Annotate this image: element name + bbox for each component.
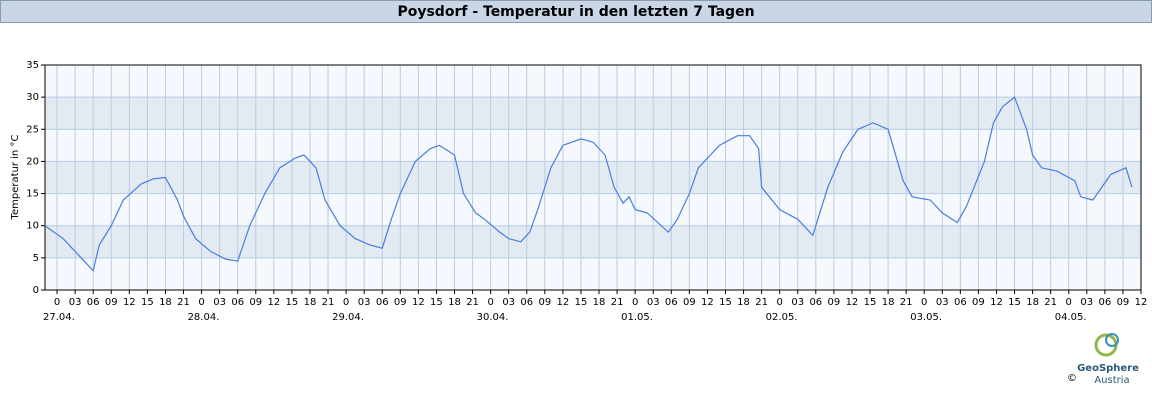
x-tick-label: 0 <box>487 297 493 308</box>
x-tick-label: 0 <box>921 297 927 308</box>
x-tick-label: 15 <box>141 297 154 308</box>
x-tick-label: 18 <box>304 297 317 308</box>
x-tick-label: 18 <box>448 297 461 308</box>
date-label: 27.04. <box>43 312 75 323</box>
date-label: 02.05. <box>766 312 798 323</box>
x-tick-label: 0 <box>776 297 782 308</box>
x-tick-label: 09 <box>249 297 262 308</box>
x-tick-label: 0 <box>198 297 204 308</box>
x-tick-label: 03 <box>358 297 371 308</box>
x-tick-label: 15 <box>719 297 732 308</box>
temperature-line <box>44 96 1133 272</box>
x-tick-label: 03 <box>936 297 949 308</box>
x-tick-label: 12 <box>990 297 1003 308</box>
plot-border <box>44 64 1142 291</box>
x-tick-label: 09 <box>828 297 841 308</box>
x-tick-label: 09 <box>538 297 551 308</box>
y-tick-label: 15 <box>26 189 39 200</box>
x-tick-label: 12 <box>1135 297 1148 308</box>
x-tick-label: 03 <box>791 297 804 308</box>
x-tick-label: 18 <box>737 297 750 308</box>
y-tick-label: 35 <box>26 60 39 71</box>
x-tick-label: 12 <box>557 297 570 308</box>
x-tick-label: 21 <box>611 297 624 308</box>
x-tick-label: 09 <box>683 297 696 308</box>
date-label: 28.04. <box>188 312 220 323</box>
x-tick-label: 0 <box>632 297 638 308</box>
x-tick-label: 03 <box>502 297 515 308</box>
grid-band <box>45 225 1141 258</box>
y-tick-label: 0 <box>33 285 39 296</box>
x-tick-label: 0 <box>343 297 349 308</box>
x-tick-label: 06 <box>665 297 678 308</box>
x-tick-label: 0 <box>1066 297 1072 308</box>
logo-name: GeoSphere <box>1077 363 1139 374</box>
x-tick-label: 21 <box>322 297 335 308</box>
x-tick-label: 09 <box>105 297 118 308</box>
date-label: 01.05. <box>621 312 653 323</box>
x-tick-label: 09 <box>394 297 407 308</box>
logo-sub: Austria <box>1094 375 1129 386</box>
x-tick-label: 06 <box>231 297 244 308</box>
logo-icon <box>1105 333 1119 347</box>
x-tick-label: 09 <box>1117 297 1130 308</box>
x-tick-label: 12 <box>267 297 280 308</box>
x-tick-label: 03 <box>69 297 82 308</box>
x-tick-label: 21 <box>466 297 479 308</box>
x-tick-label: 18 <box>159 297 172 308</box>
y-tick-label: 20 <box>26 156 39 167</box>
x-tick-label: 15 <box>286 297 299 308</box>
x-tick-label: 12 <box>123 297 136 308</box>
x-tick-label: 12 <box>701 297 714 308</box>
x-tick-label: 18 <box>593 297 606 308</box>
x-tick-label: 15 <box>1008 297 1021 308</box>
x-tick-label: 18 <box>882 297 895 308</box>
x-tick-label: 18 <box>1026 297 1039 308</box>
x-tick-label: 06 <box>87 297 100 308</box>
x-tick-label: 03 <box>647 297 660 308</box>
y-tick-label: 30 <box>26 92 39 103</box>
x-tick-label: 15 <box>575 297 588 308</box>
x-tick-label: 21 <box>755 297 768 308</box>
x-tick-label: 06 <box>376 297 389 308</box>
chart-title: Poysdorf - Temperatur in den letzten 7 T… <box>397 4 754 20</box>
x-tick-label: 12 <box>412 297 425 308</box>
date-label: 04.05. <box>1055 312 1087 323</box>
date-label: 30.04. <box>477 312 509 323</box>
x-tick-label: 21 <box>1044 297 1057 308</box>
logo: GeoSphere Austria © <box>1067 333 1139 386</box>
x-tick-label: 0 <box>54 297 60 308</box>
y-tick-label: 5 <box>33 253 39 264</box>
grid-band <box>45 161 1141 194</box>
x-tick-label: 09 <box>972 297 985 308</box>
copyright: © <box>1067 373 1077 384</box>
x-tick-label: 12 <box>846 297 859 308</box>
date-label: 03.05. <box>910 312 942 323</box>
x-tick-label: 06 <box>809 297 822 308</box>
x-tick-label: 15 <box>430 297 443 308</box>
x-tick-label: 06 <box>1099 297 1112 308</box>
x-tick-label: 21 <box>177 297 190 308</box>
grid-band <box>45 97 1141 130</box>
x-tick-label: 03 <box>1080 297 1093 308</box>
x-tick-label: 03 <box>213 297 226 308</box>
y-tick-label: 10 <box>26 221 39 232</box>
x-tick-label: 06 <box>520 297 533 308</box>
x-tick-label: 15 <box>864 297 877 308</box>
date-label: 29.04. <box>332 312 364 323</box>
x-tick-label: 06 <box>954 297 967 308</box>
y-tick-label: 25 <box>26 124 39 135</box>
x-tick-label: 21 <box>900 297 913 308</box>
y-axis-label: Temperatur in °C <box>10 135 21 221</box>
